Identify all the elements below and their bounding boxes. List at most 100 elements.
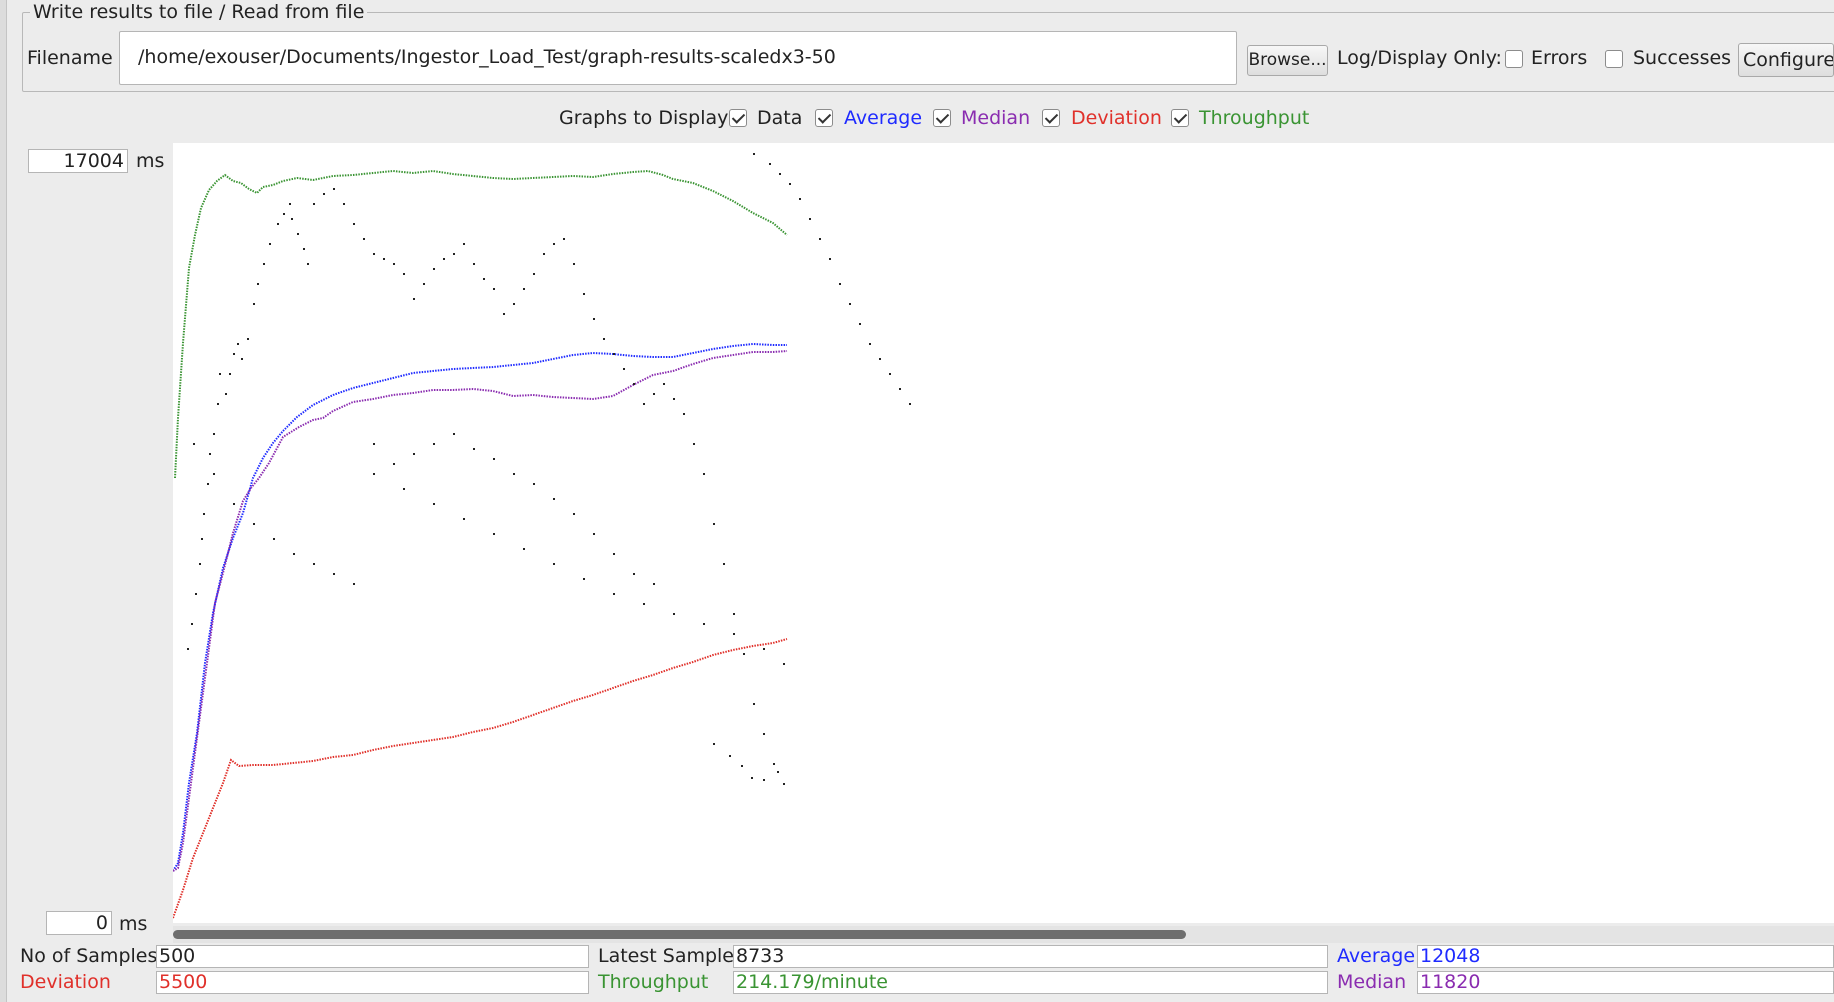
median-line — [172, 350, 788, 872]
data-point — [543, 253, 545, 255]
graph-scrollbar-thumb[interactable] — [173, 930, 1186, 939]
data-point — [423, 283, 425, 285]
data-point — [613, 593, 615, 595]
deviation-stat-field: 5500 — [156, 971, 589, 994]
data-point — [573, 513, 575, 515]
data-point — [653, 393, 655, 395]
median-stat-label: Median — [1337, 971, 1407, 993]
data-point — [289, 203, 291, 205]
data-point — [653, 583, 655, 585]
data-point — [363, 238, 365, 240]
deviation-line — [172, 638, 788, 919]
data-point — [187, 648, 189, 650]
data-option-label: Data — [757, 107, 803, 129]
data-point — [433, 503, 435, 505]
graph-plot-area — [172, 143, 1834, 923]
data-point — [773, 763, 775, 765]
throughput-stat-field: 214.179/minute — [733, 971, 1328, 994]
data-point — [783, 663, 785, 665]
data-point — [483, 278, 485, 280]
data-point — [293, 553, 295, 555]
filename-input[interactable]: /home/exouser/Documents/Ingestor_Load_Te… — [119, 31, 1237, 85]
deviation-stat-label: Deviation — [20, 971, 111, 993]
data-point — [219, 373, 221, 375]
data-point — [829, 258, 831, 260]
data-point — [233, 353, 235, 355]
data-point — [213, 433, 215, 435]
data-point — [533, 483, 535, 485]
data-point — [493, 288, 495, 290]
data-point — [203, 513, 205, 515]
data-point — [733, 633, 735, 635]
data-point — [403, 488, 405, 490]
data-point — [593, 318, 595, 320]
graphs-to-display-label: Graphs to Display — [559, 107, 729, 129]
data-point — [753, 153, 755, 155]
data-point — [663, 383, 665, 385]
data-point — [693, 443, 695, 445]
deviation-checkbox[interactable] — [1042, 109, 1060, 127]
data-point — [593, 533, 595, 535]
browse-button[interactable]: Browse... — [1247, 45, 1328, 76]
data-point — [779, 173, 781, 175]
data-checkbox[interactable] — [729, 109, 747, 127]
window-left-edge — [0, 0, 7, 1002]
results-graph — [172, 153, 911, 919]
filename-label: Filename — [27, 47, 113, 69]
data-point — [373, 473, 375, 475]
data-point — [643, 603, 645, 605]
data-point — [493, 533, 495, 535]
data-point — [673, 613, 675, 615]
data-point — [879, 358, 881, 360]
average-option-label: Average — [844, 107, 923, 129]
median-checkbox[interactable] — [933, 109, 951, 127]
data-point — [209, 453, 211, 455]
deviation-option-label: Deviation — [1071, 107, 1162, 129]
errors-label: Errors — [1531, 47, 1588, 69]
data-point — [563, 238, 565, 240]
data-point — [613, 553, 615, 555]
data-point — [809, 218, 811, 220]
no-of-samples-label: No of Samples — [20, 945, 158, 967]
data-point — [643, 403, 645, 405]
data-point — [513, 473, 515, 475]
data-point — [253, 303, 255, 305]
data-point — [383, 258, 385, 260]
data-point — [413, 298, 415, 300]
file-panel-title: Write results to file / Read from file — [30, 1, 368, 23]
no-of-samples-field: 500 — [156, 945, 589, 968]
data-point — [333, 573, 335, 575]
average-line — [172, 342, 787, 872]
data-point — [313, 563, 315, 565]
data-point — [733, 613, 735, 615]
data-point — [839, 283, 841, 285]
average-checkbox[interactable] — [815, 109, 833, 127]
data-point — [297, 233, 299, 235]
data-point — [269, 243, 271, 245]
median-stat-field: 11820 — [1417, 971, 1834, 994]
data-point — [253, 523, 255, 525]
successes-label: Successes — [1633, 47, 1732, 69]
latest-sample-label: Latest Sample — [598, 945, 734, 967]
data-point — [233, 503, 235, 505]
throughput-checkbox[interactable] — [1171, 109, 1189, 127]
data-point — [343, 203, 345, 205]
data-point — [613, 353, 615, 355]
errors-checkbox[interactable] — [1505, 50, 1523, 68]
data-point — [241, 358, 243, 360]
data-point — [393, 463, 395, 465]
file-panel — [22, 12, 1834, 92]
throughput-stat-label: Throughput — [598, 971, 709, 993]
data-point — [473, 448, 475, 450]
data-point — [603, 338, 605, 340]
data-point — [763, 733, 765, 735]
data-point — [763, 648, 765, 650]
data-point — [523, 288, 525, 290]
configure-button[interactable]: Configure — [1738, 43, 1834, 77]
data-point — [213, 473, 215, 475]
data-point — [513, 303, 515, 305]
successes-checkbox[interactable] — [1605, 50, 1623, 68]
data-point — [683, 413, 685, 415]
data-point — [673, 398, 675, 400]
data-point — [909, 403, 911, 405]
